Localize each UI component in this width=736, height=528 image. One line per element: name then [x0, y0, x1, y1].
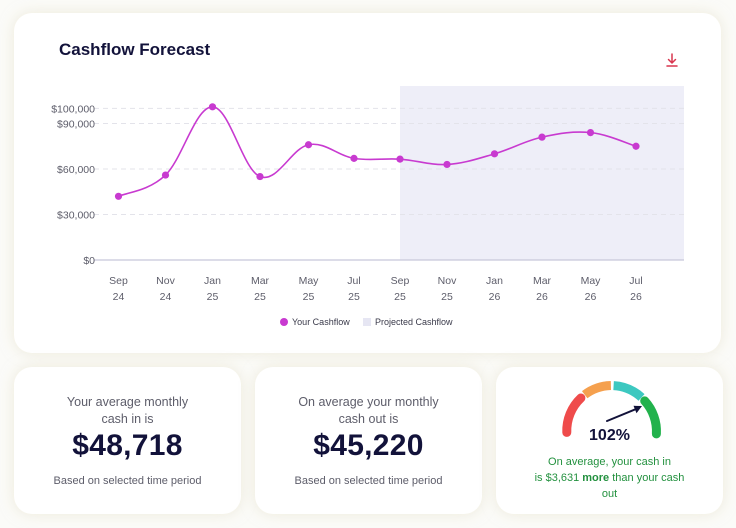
x-tick-label: Mar [251, 275, 270, 287]
y-tick-label: $90,000 [57, 119, 95, 131]
data-point [350, 154, 358, 162]
gauge-message: On average, your cash in is $3,631 more … [496, 454, 723, 502]
legend-projected-label: Projected Cashflow [375, 317, 453, 327]
x-tick-label: 24 [160, 291, 172, 303]
data-point [396, 155, 404, 163]
x-tick-label: 25 [348, 291, 360, 303]
x-tick-label: Jul [347, 275, 360, 287]
data-point [443, 160, 451, 169]
cash-out-label: On average your monthly cash out is [255, 394, 482, 428]
gauge-arc-red [562, 393, 586, 437]
x-tick-label: Sep [109, 275, 128, 287]
card-title: Cashflow Forecast [59, 40, 211, 59]
x-tick-label: 26 [630, 291, 642, 303]
data-point [538, 133, 546, 141]
x-tick-label: May [581, 275, 602, 287]
cash-out-label-line: On average your monthly [298, 395, 439, 409]
x-tick-label: 25 [303, 291, 315, 303]
cashflow-chart: $0 $30,000 $60,000 $90,000 $100,000 Sep 24 Nov… [51, 86, 684, 327]
y-tick-label: $0 [83, 255, 95, 267]
projected-region [400, 86, 684, 260]
gauge-needle-tip [633, 405, 642, 414]
gauge-percent: 102% [589, 427, 630, 444]
cash-out-note: Based on selected time period [294, 475, 443, 487]
x-tick-label: 26 [536, 291, 548, 303]
x-tick-label: Jan [204, 275, 221, 287]
x-tick-label: Nov [156, 275, 175, 287]
x-tick-label: 24 [113, 291, 125, 303]
x-tick-label: 26 [585, 291, 597, 303]
legend-your-cashflow-label: Your Cashflow [292, 317, 350, 327]
cash-in-value: $48,718 [72, 429, 183, 462]
x-tick-label: May [299, 275, 320, 287]
y-tick-label: $60,000 [57, 164, 95, 176]
gauge-message-line: On average, your cash in [548, 456, 671, 468]
data-point [632, 142, 640, 150]
gauge-message-text: than your cash [609, 472, 685, 484]
download-icon[interactable] [662, 52, 682, 70]
gauge-arc-teal [613, 381, 645, 401]
data-point [208, 103, 217, 111]
data-point [161, 171, 170, 179]
legend-projected-marker [363, 318, 371, 326]
x-tick-label: 26 [489, 291, 501, 303]
cash-in-label-line: cash in is [101, 412, 154, 426]
data-point [114, 192, 123, 200]
cashflow-forecast-card: Cashflow Forecast $0 $30,000 $60,000 $90,00… [14, 13, 721, 353]
x-tick-label: 25 [207, 291, 219, 303]
data-point [490, 150, 499, 158]
gauge-message-emphasis: more [582, 472, 610, 484]
x-tick-label: 25 [441, 291, 453, 303]
data-point [256, 172, 264, 181]
gauge-icon [562, 381, 661, 439]
x-tick-label: Jul [629, 275, 642, 287]
gauge-arc-orange [581, 381, 612, 399]
x-tick-label: Jan [486, 275, 503, 287]
data-point [304, 141, 313, 149]
cash-in-note: Based on selected time period [53, 475, 202, 487]
y-tick-label: $30,000 [57, 210, 95, 222]
gauge-message-text: is $3,631 [534, 472, 583, 484]
gauge-arc-green [640, 396, 661, 439]
cash-out-label-line: cash out is [338, 412, 399, 426]
cash-in-label-line: Your average monthly [66, 395, 189, 409]
average-cash-out-card: On average your monthly cash out is $45,… [255, 367, 482, 514]
average-cash-in-card: Your average monthly cash in is $48,718 … [14, 367, 241, 514]
data-point [586, 129, 595, 137]
legend-your-cashflow-marker [280, 318, 288, 326]
x-tick-label: 25 [394, 291, 406, 303]
gauge-needle [606, 408, 637, 422]
cash-ratio-gauge-card: 102% On average, your cash in is $3,631 … [496, 367, 723, 514]
y-tick-label: $100,000 [51, 103, 95, 115]
cash-in-label: Your average monthly cash in is [14, 394, 241, 428]
x-tick-label: Sep [391, 275, 410, 287]
x-tick-label: Mar [533, 275, 552, 287]
cash-out-value: $45,220 [313, 429, 424, 462]
x-tick-label: 25 [254, 291, 266, 303]
gauge-message-line: out [601, 488, 618, 500]
gauge-message-line: is $3,631 more than your cash [496, 470, 723, 486]
x-tick-label: Nov [438, 275, 457, 287]
